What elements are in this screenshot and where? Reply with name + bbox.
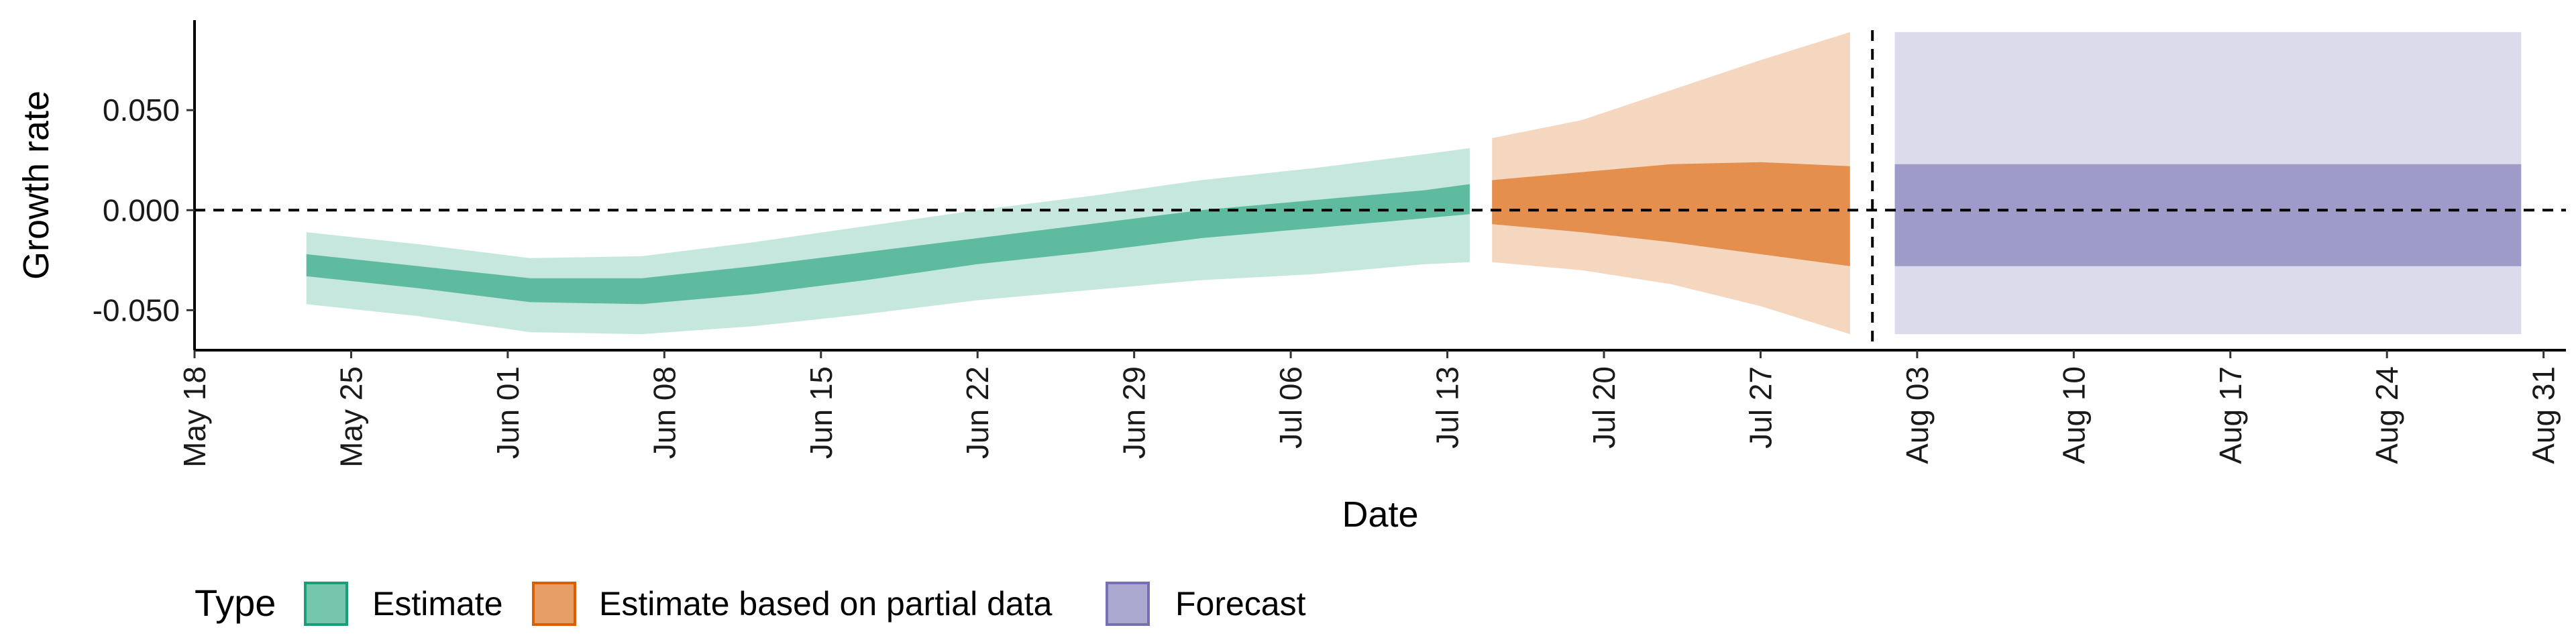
- x-tick-label: May 18: [177, 366, 212, 468]
- x-tick-label: Jun 08: [647, 366, 682, 459]
- x-tick-label: Jul 27: [1743, 366, 1778, 449]
- estimate-inner-band: [306, 184, 1470, 305]
- y-tick-label: 0.000: [103, 193, 180, 227]
- x-tick-label: Aug 03: [1900, 366, 1935, 464]
- x-tick-label: Jun 15: [804, 366, 839, 459]
- x-tick-label: Jul 20: [1587, 366, 1621, 449]
- x-tick-label: Aug 31: [2526, 366, 2561, 464]
- estimate-based-on-partial-data-inner-band: [1492, 162, 1850, 266]
- legend-key-estimate: [304, 582, 348, 626]
- estimate-outer-band: [306, 148, 1470, 335]
- x-axis-title: Date: [1342, 494, 1418, 535]
- x-tick-label: Aug 10: [2056, 366, 2091, 464]
- x-tick-label: Jun 22: [960, 366, 995, 459]
- legend-title: Type: [195, 582, 276, 624]
- y-tick-label: 0.050: [103, 93, 180, 127]
- legend-key-estimate-based-on-partial-data: [532, 582, 576, 626]
- y-axis-title: Growth rate: [16, 91, 56, 280]
- x-tick-label: Jul 06: [1273, 366, 1308, 449]
- x-tick-label: Jul 13: [1430, 366, 1465, 449]
- x-tick-label: Aug 17: [2213, 366, 2248, 464]
- x-tick-label: Jun 01: [490, 366, 525, 459]
- forecast-inner-band: [1894, 164, 2522, 266]
- y-tick-label: -0.050: [93, 292, 180, 327]
- legend-label-forecast: Forecast: [1175, 585, 1306, 623]
- legend-label-estimate-based-on-partial-data: Estimate based on partial data: [599, 585, 1053, 623]
- x-tick-label: Aug 24: [2369, 366, 2404, 464]
- legend-label-estimate: Estimate: [372, 585, 503, 623]
- x-tick-label: Jun 29: [1117, 366, 1152, 459]
- x-tick-label: May 25: [333, 366, 368, 468]
- legend-key-forecast: [1106, 582, 1150, 626]
